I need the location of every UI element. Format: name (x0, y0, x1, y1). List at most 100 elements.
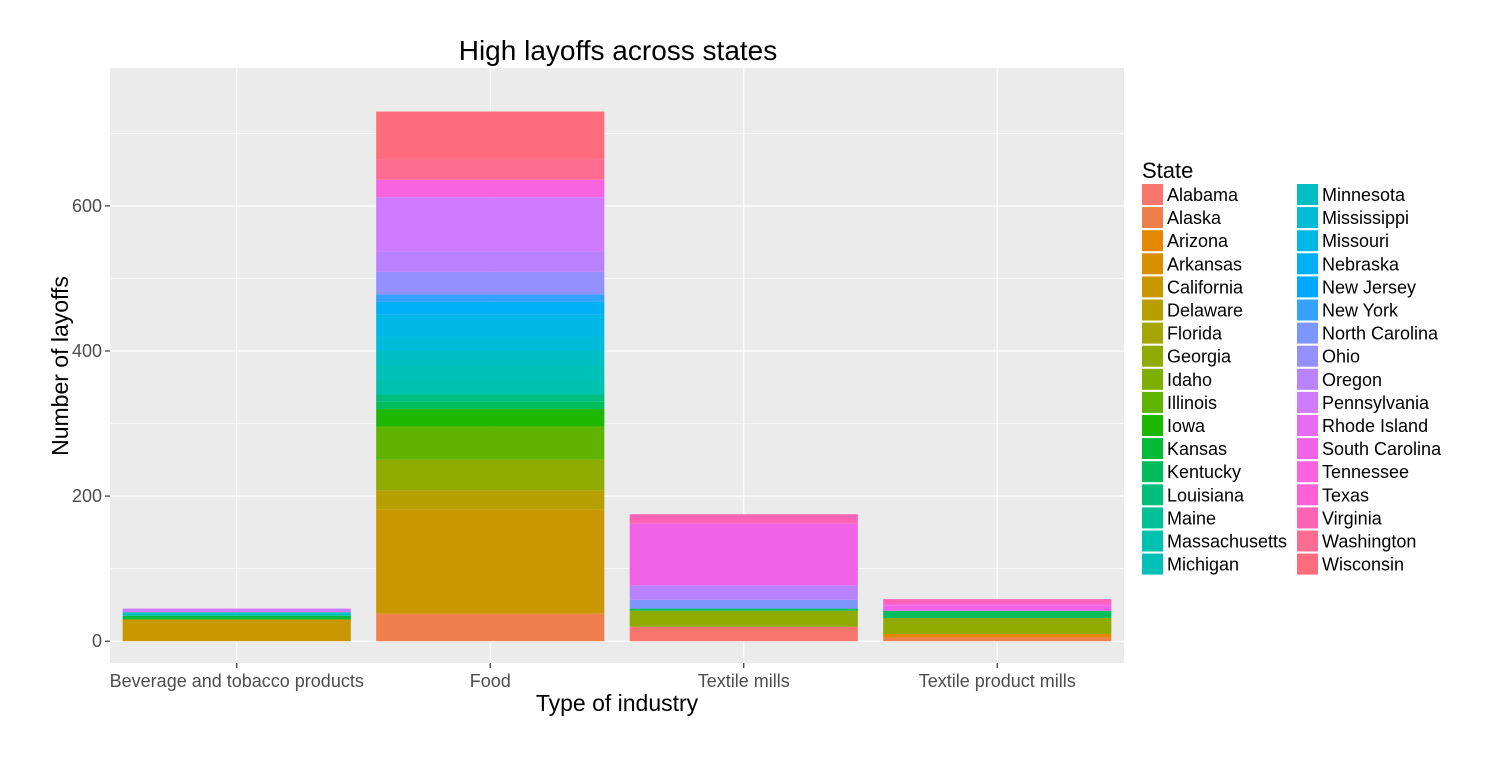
bar-segment (376, 509, 605, 614)
legend-key (1297, 230, 1318, 252)
legend-item: Delaware (1142, 299, 1243, 321)
legend-key (1142, 438, 1163, 460)
legend-key (1142, 507, 1163, 529)
bar-segment (376, 350, 605, 366)
bars (122, 111, 1112, 642)
legend-item: Minnesota (1297, 184, 1406, 205)
legend-label: Pennsylvania (1322, 393, 1430, 413)
legend-key (1297, 530, 1318, 552)
bar-segment (122, 612, 351, 616)
legend-label: Alaska (1167, 208, 1222, 228)
bar-segment (376, 613, 605, 642)
legend-items: Alabama Alaska Arizona Arkansas California De… (1142, 184, 1442, 575)
bar-segment (376, 271, 605, 295)
legend-label: North Carolina (1322, 324, 1439, 344)
legend-key (1142, 553, 1163, 575)
legend-key (1297, 484, 1318, 506)
legend-label: Virginia (1322, 508, 1383, 528)
bar-segment (376, 197, 605, 252)
bar-segment (122, 608, 351, 613)
legend-key (1142, 391, 1163, 413)
legend-label: Maine (1167, 508, 1216, 528)
legend-label: Idaho (1167, 370, 1212, 390)
chart-title: High layoffs across states (459, 35, 778, 66)
bar-segment (376, 426, 605, 460)
legend-key (1142, 484, 1163, 506)
y-tick-label: 600 (72, 196, 102, 216)
y-axis: 0 200 400 600 (72, 196, 110, 651)
legend-key (1142, 345, 1163, 367)
bar-segment (376, 314, 605, 337)
y-tick-label: 400 (72, 341, 102, 361)
y-tick-label: 200 (72, 486, 102, 506)
legend-label: Florida (1167, 324, 1223, 344)
y-tick-label: 0 (92, 631, 102, 651)
legend-item: Georgia (1142, 345, 1232, 367)
x-axis: Beverage and tobacco products Food Textile… (110, 663, 1076, 691)
legend-key (1142, 461, 1163, 483)
y-axis-title: Number of layoffs (47, 276, 73, 456)
legend-label: California (1167, 277, 1244, 297)
legend-label: Minnesota (1322, 185, 1406, 205)
legend-label: Wisconsin (1322, 555, 1404, 575)
bar-segment (629, 608, 858, 611)
legend-key (1142, 230, 1163, 252)
legend-label: Illinois (1167, 393, 1217, 413)
legend-key (1297, 368, 1318, 390)
x-axis-title: Type of industry (536, 690, 699, 716)
bar-segment (376, 365, 605, 381)
bar-segment (883, 599, 1112, 604)
legend-key (1142, 299, 1163, 321)
legend-label: Missouri (1322, 231, 1389, 251)
legend-key (1297, 322, 1318, 344)
legend-item: Massachusetts (1142, 530, 1287, 552)
x-tick-label: Textile mills (698, 671, 790, 691)
x-tick-label: Textile product mills (919, 671, 1076, 691)
legend-label: Arkansas (1167, 254, 1242, 274)
legend-item: Rhode Island (1297, 415, 1428, 436)
legend-key (1142, 530, 1163, 552)
legend-item: Tennessee (1297, 461, 1409, 483)
legend-item: Michigan (1142, 553, 1239, 575)
legend-label: Washington (1322, 532, 1416, 552)
legend-key (1297, 461, 1318, 483)
bar-segment (629, 514, 858, 524)
legend-item: Mississippi (1297, 207, 1409, 229)
bar-segment (376, 380, 605, 395)
bar-segment (883, 618, 1112, 634)
bar-segment (376, 111, 605, 160)
bar-segment (629, 610, 858, 627)
legend-item: Iowa (1142, 415, 1206, 436)
bar-segment (376, 159, 605, 180)
legend-item: Virginia (1297, 507, 1383, 529)
legend-key (1297, 391, 1318, 413)
legend: State Alabama Alaska Arizona Arkansas Califo… (1142, 158, 1442, 575)
bar-segment (122, 619, 351, 642)
bar-segment (376, 459, 605, 491)
legend-item: New Jersey (1297, 276, 1416, 298)
legend-label: Nebraska (1322, 254, 1400, 274)
legend-label: Tennessee (1322, 462, 1409, 482)
legend-item: Alabama (1142, 184, 1239, 205)
bar-segment (629, 523, 858, 586)
legend-item: Maine (1142, 507, 1216, 529)
legend-item: Kansas (1142, 438, 1227, 460)
bar-segment (883, 633, 1112, 638)
legend-label: Iowa (1167, 416, 1206, 436)
legend-key (1297, 276, 1318, 298)
legend-label: Delaware (1167, 301, 1243, 321)
bar-segment (122, 615, 351, 620)
legend-label: Kentucky (1167, 462, 1241, 482)
legend-label: Massachusetts (1167, 532, 1287, 552)
legend-item: Wisconsin (1297, 553, 1404, 575)
plot-panel (110, 68, 1124, 663)
bar-segment (629, 599, 858, 609)
bar-segment (629, 585, 858, 600)
bar-segment (629, 626, 858, 642)
x-tick-label: Food (470, 671, 511, 691)
legend-label: Alabama (1167, 185, 1239, 205)
bar-segment (376, 251, 605, 272)
bar-segment (883, 610, 1112, 619)
bar-segment (376, 490, 605, 510)
